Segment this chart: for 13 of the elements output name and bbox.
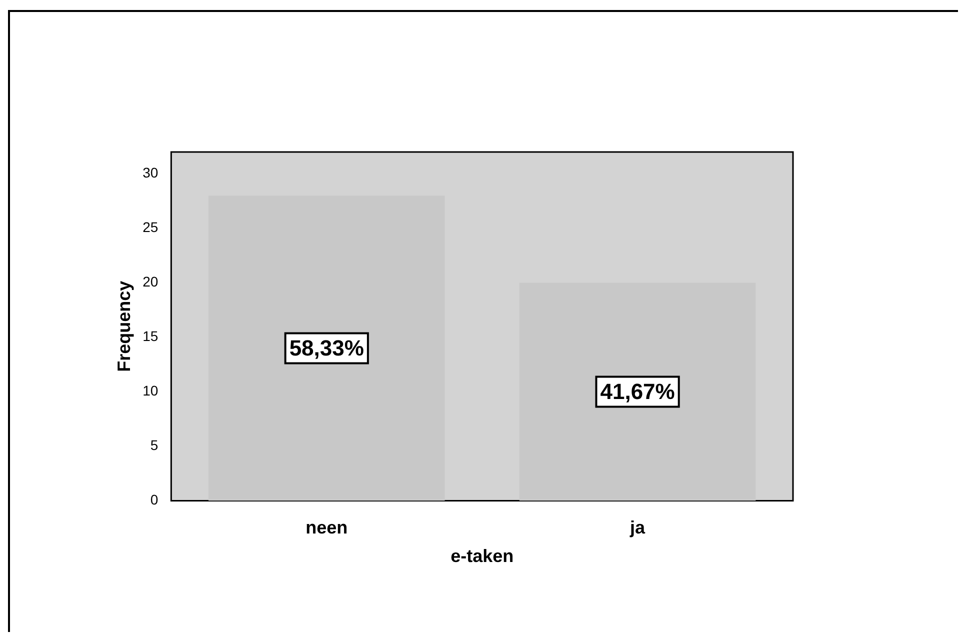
x-axis-title: e-taken — [450, 546, 514, 566]
y-tick-label: 0 — [150, 492, 158, 508]
y-tick-label: 15 — [142, 328, 158, 344]
y-tick-label: 30 — [142, 164, 158, 181]
y-tick-label: 25 — [142, 219, 158, 236]
y-axis-title: Frequency — [114, 280, 134, 372]
y-tick-label: 20 — [142, 274, 158, 290]
annotation: 58,33% — [289, 335, 364, 360]
x-tick-label: ja — [629, 518, 646, 538]
x-tick-label: neen — [306, 518, 348, 538]
y-tick-label: 10 — [142, 382, 158, 399]
y-tick-label: 5 — [150, 437, 158, 454]
annotation: 41,67% — [600, 378, 675, 404]
